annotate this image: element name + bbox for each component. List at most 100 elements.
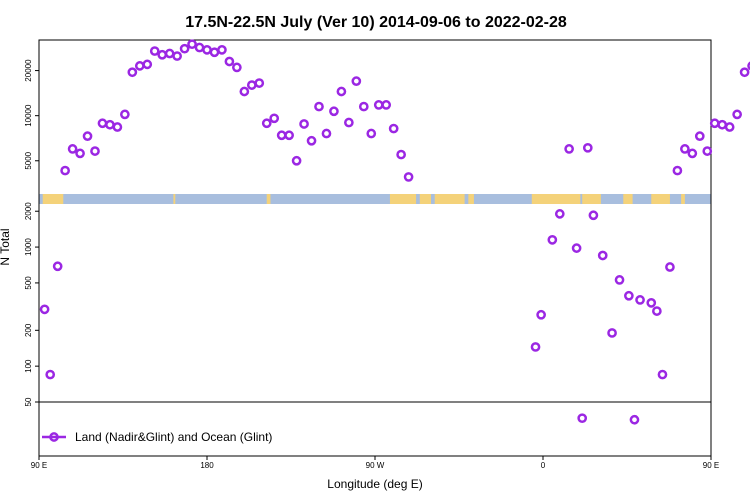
data-point <box>261 118 272 129</box>
data-point <box>694 131 705 141</box>
data-point <box>127 67 138 78</box>
legend: Land (Nadir&Glint) and Ocean (Glint) <box>42 430 272 444</box>
map-land <box>173 194 176 204</box>
chart-title: 17.5N-22.5N July (Ver 10) 2014-09-06 to … <box>185 14 567 31</box>
data-point <box>381 100 392 110</box>
data-point <box>554 209 565 219</box>
data-point <box>45 369 56 380</box>
map-land <box>623 194 633 204</box>
data-point <box>717 119 728 130</box>
data-point <box>358 101 369 112</box>
data-point <box>224 56 235 67</box>
data-point <box>588 210 599 221</box>
data-point <box>564 144 574 154</box>
map-land <box>42 194 64 204</box>
y-tick-label: 1000 <box>24 238 33 256</box>
map-land <box>266 194 271 204</box>
data-point <box>577 413 588 424</box>
data-point <box>336 86 347 97</box>
legend-marker <box>49 432 59 442</box>
x-tick-label: 90 W <box>366 461 385 470</box>
data-point <box>217 45 227 55</box>
legend-label: Land (Nadir&Glint) and Ocean (Glint) <box>75 430 272 444</box>
data-point <box>702 146 713 156</box>
data-point <box>314 101 324 112</box>
data-point <box>396 149 406 160</box>
data-point <box>366 128 377 139</box>
data-point <box>149 46 160 56</box>
data-point <box>112 122 123 132</box>
data-point <box>403 172 414 182</box>
map-land <box>419 194 431 204</box>
map-land <box>681 194 685 204</box>
data-point <box>90 146 100 156</box>
data-point <box>276 130 287 141</box>
data-point <box>291 155 302 166</box>
map-land <box>531 194 581 204</box>
data-point <box>105 119 115 130</box>
data-point <box>536 309 546 320</box>
data-point <box>39 304 50 315</box>
data-points <box>39 39 750 425</box>
data-point <box>254 78 265 88</box>
data-point <box>75 148 85 159</box>
data-point <box>747 61 750 71</box>
data-point <box>344 117 354 128</box>
y-tick-label: 2000 <box>24 202 33 220</box>
data-point <box>724 122 735 132</box>
data-point <box>614 275 625 285</box>
data-point <box>547 234 558 245</box>
data-point <box>97 118 108 129</box>
data-point <box>306 135 317 146</box>
y-tick-label: 10000 <box>24 104 33 127</box>
data-point <box>134 61 145 71</box>
data-point <box>582 142 593 153</box>
y-tick-label: 500 <box>24 276 33 290</box>
y-axis-label: N Total <box>0 228 12 265</box>
data-point <box>657 369 668 380</box>
data-point <box>142 59 153 70</box>
map-land <box>651 194 670 204</box>
y-tick-label: 200 <box>24 323 33 337</box>
data-point <box>299 119 309 129</box>
data-point <box>164 48 175 59</box>
data-point <box>60 165 70 176</box>
data-point <box>284 130 294 141</box>
x-tick-label: 180 <box>200 461 214 470</box>
data-point <box>665 262 675 272</box>
data-point <box>179 43 190 54</box>
data-point <box>232 62 242 73</box>
y-tick-label: 100 <box>24 359 33 373</box>
x-tick-label: 90 E <box>31 461 47 470</box>
data-point <box>739 67 750 78</box>
data-point <box>269 113 280 124</box>
data-point <box>388 123 399 134</box>
x-tick-label: 0 <box>541 461 546 470</box>
map-land <box>468 194 474 204</box>
y-tick-label: 50 <box>24 397 33 406</box>
data-point <box>172 51 182 61</box>
data-point <box>687 148 698 159</box>
map-ocean <box>39 194 711 204</box>
data-point <box>239 86 250 97</box>
data-point <box>373 100 384 110</box>
map-land <box>389 194 417 204</box>
data-point <box>351 76 362 87</box>
data-point <box>120 109 130 120</box>
data-point <box>607 328 617 338</box>
data-point <box>187 39 197 50</box>
y-tick-label: 5000 <box>24 151 33 169</box>
y-tick-label: 20000 <box>24 59 33 82</box>
y-axis: 50 100 200 500 1000 2000 5000 10000 20000 <box>24 59 39 406</box>
x-axis: 90 E 180 90 W 0 90 E <box>31 456 719 470</box>
world-map-strip <box>39 194 711 204</box>
x-axis-label: Longitude (deg E) <box>327 477 422 491</box>
data-point <box>635 295 645 305</box>
map-land <box>582 194 601 204</box>
data-point <box>157 49 168 60</box>
data-point <box>246 80 257 90</box>
data-point <box>680 144 690 154</box>
data-point <box>629 414 640 425</box>
data-point <box>709 118 720 129</box>
data-point <box>67 144 78 154</box>
